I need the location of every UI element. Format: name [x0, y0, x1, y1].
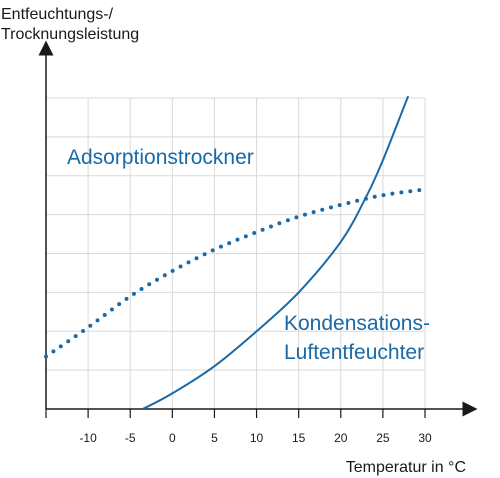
x-tick-label: 10	[250, 431, 264, 445]
x-ticks: -10 -5 0 5 10 15 20 25 30	[45, 409, 432, 445]
x-tick-label: 5	[211, 431, 218, 445]
series-layer	[44, 95, 427, 410]
x-tick-label: 20	[334, 431, 348, 445]
x-tick-label: -5	[125, 431, 136, 445]
series-line-kondensations-luftentfeuchter	[142, 95, 410, 410]
x-tick-label: 0	[169, 431, 176, 445]
x-tick-label: -10	[79, 431, 97, 445]
y-axis-title-line-2: Trocknungsleistung	[1, 26, 139, 43]
x-tick-label: 15	[292, 431, 306, 445]
grid	[46, 97, 426, 409]
x-tick-label: 25	[376, 431, 390, 445]
series-label-kondensations-line-1: Kondensations-	[284, 312, 430, 335]
y-axis-title-line-1: Entfeuchtungs-/	[1, 6, 114, 23]
x-tick-label: 30	[418, 431, 432, 445]
series-label-kondensations-line-2: Luftentfeuchter	[284, 341, 424, 364]
series-label-adsorptionstrockner: Adsorptionstrockner	[67, 146, 254, 169]
x-axis-title: Temperatur in °C	[346, 459, 466, 476]
